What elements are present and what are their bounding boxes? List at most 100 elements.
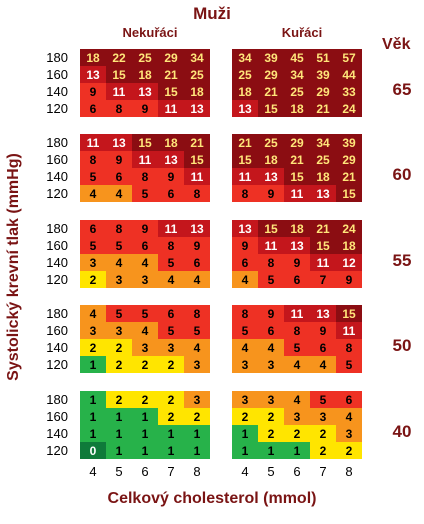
risk-cell: 11	[106, 83, 132, 100]
risk-cell: 6	[310, 339, 336, 356]
risk-cell: 13	[132, 83, 158, 100]
risk-cell: 5	[106, 305, 132, 322]
risk-cell: 8	[132, 168, 158, 185]
risk-cell: 11	[80, 134, 106, 151]
bp-tick-label: 140	[46, 169, 68, 184]
risk-cell: 15	[336, 305, 362, 322]
risk-cell: 2	[106, 391, 132, 408]
risk-cell: 3	[80, 322, 106, 339]
risk-cell: 13	[158, 151, 184, 168]
risk-cell: 22	[106, 49, 132, 66]
bp-tick-label: 120	[46, 443, 68, 458]
smokers-heading: Kuřáci	[281, 25, 323, 40]
risk-cell: 1	[158, 442, 184, 459]
risk-cell: 1	[106, 442, 132, 459]
risk-cell: 11	[258, 237, 284, 254]
risk-cell: 4	[80, 305, 106, 322]
risk-cell: 8	[80, 151, 106, 168]
risk-cell: 6	[158, 185, 184, 202]
bp-tick-label: 180	[46, 50, 68, 65]
risk-cell: 6	[258, 322, 284, 339]
bp-tick-label: 140	[46, 255, 68, 270]
risk-cell: 24	[336, 100, 362, 117]
risk-cell: 9	[336, 271, 362, 288]
risk-cell: 2	[106, 356, 132, 373]
risk-cell: 3	[232, 391, 258, 408]
bp-tick-label: 180	[46, 135, 68, 150]
bp-tick-label: 160	[46, 152, 68, 167]
risk-cell: 8	[284, 322, 310, 339]
risk-cell: 13	[310, 185, 336, 202]
risk-cell: 8	[258, 254, 284, 271]
bp-tick-label: 160	[46, 409, 68, 424]
risk-cell: 11	[158, 220, 184, 237]
risk-cell: 15	[158, 83, 184, 100]
risk-cell: 15	[258, 100, 284, 117]
risk-cell: 29	[158, 49, 184, 66]
risk-cell: 24	[336, 220, 362, 237]
chart-title: Muži	[193, 4, 231, 23]
risk-cell: 21	[310, 220, 336, 237]
risk-cell: 4	[284, 391, 310, 408]
risk-cell: 25	[132, 49, 158, 66]
risk-cell: 5	[80, 168, 106, 185]
risk-cell: 8	[336, 339, 362, 356]
risk-cell: 15	[184, 151, 210, 168]
risk-cell: 4	[158, 271, 184, 288]
risk-cell: 9	[184, 237, 210, 254]
cholesterol-tick-label: 5	[267, 464, 275, 479]
risk-cell: 13	[310, 305, 336, 322]
risk-cell: 2	[132, 356, 158, 373]
risk-cell: 6	[284, 271, 310, 288]
risk-cell: 5	[80, 237, 106, 254]
bp-tick-label: 140	[46, 340, 68, 355]
risk-cell: 3	[106, 322, 132, 339]
smokers-grid-age-55: 13 15 18 21 24 9 11 13 15 18 6 8 9 11 12 4 5 6 7 9	[232, 220, 362, 288]
risk-cell: 6	[158, 305, 184, 322]
risk-cell: 29	[336, 151, 362, 168]
risk-cell: 25	[310, 151, 336, 168]
risk-cell: 21	[184, 134, 210, 151]
risk-cell: 4	[310, 356, 336, 373]
risk-cell: 6	[336, 391, 362, 408]
risk-cell: 6	[132, 237, 158, 254]
risk-cell: 11	[184, 168, 210, 185]
risk-cell: 1	[80, 391, 106, 408]
cholesterol-tick-label: 8	[345, 464, 353, 479]
risk-cell: 1	[158, 425, 184, 442]
risk-cell: 4	[132, 322, 158, 339]
risk-cell: 1	[132, 408, 158, 425]
risk-cell: 11	[336, 322, 362, 339]
age-label: 55	[392, 251, 412, 270]
risk-cell: 5	[284, 339, 310, 356]
risk-cell: 15	[232, 151, 258, 168]
risk-cell: 5	[158, 254, 184, 271]
age-label: 50	[392, 336, 412, 355]
risk-cell: 2	[258, 425, 284, 442]
risk-cell: 11	[310, 254, 336, 271]
cholesterol-tick-label: 8	[193, 464, 201, 479]
risk-cell: 15	[132, 134, 158, 151]
cholesterol-tick-label: 6	[293, 464, 301, 479]
risk-cell: 2	[232, 408, 258, 425]
risk-cell: 4	[258, 339, 284, 356]
risk-cell: 13	[184, 220, 210, 237]
risk-cell: 9	[106, 151, 132, 168]
risk-cell: 1	[284, 442, 310, 459]
risk-cell: 1	[184, 442, 210, 459]
risk-cell: 3	[106, 271, 132, 288]
risk-cell: 5	[336, 356, 362, 373]
bp-tick-label: 180	[46, 221, 68, 236]
cholesterol-tick-label: 7	[167, 464, 175, 479]
risk-cell: 2	[284, 425, 310, 442]
risk-cell: 4	[336, 408, 362, 425]
risk-cell: 4	[232, 339, 258, 356]
risk-cell: 1	[132, 442, 158, 459]
bp-tick-label: 180	[46, 306, 68, 321]
risk-cell: 34	[310, 134, 336, 151]
risk-cell: 3	[284, 408, 310, 425]
bp-tick-label: 120	[46, 186, 68, 201]
risk-cell: 13	[284, 237, 310, 254]
